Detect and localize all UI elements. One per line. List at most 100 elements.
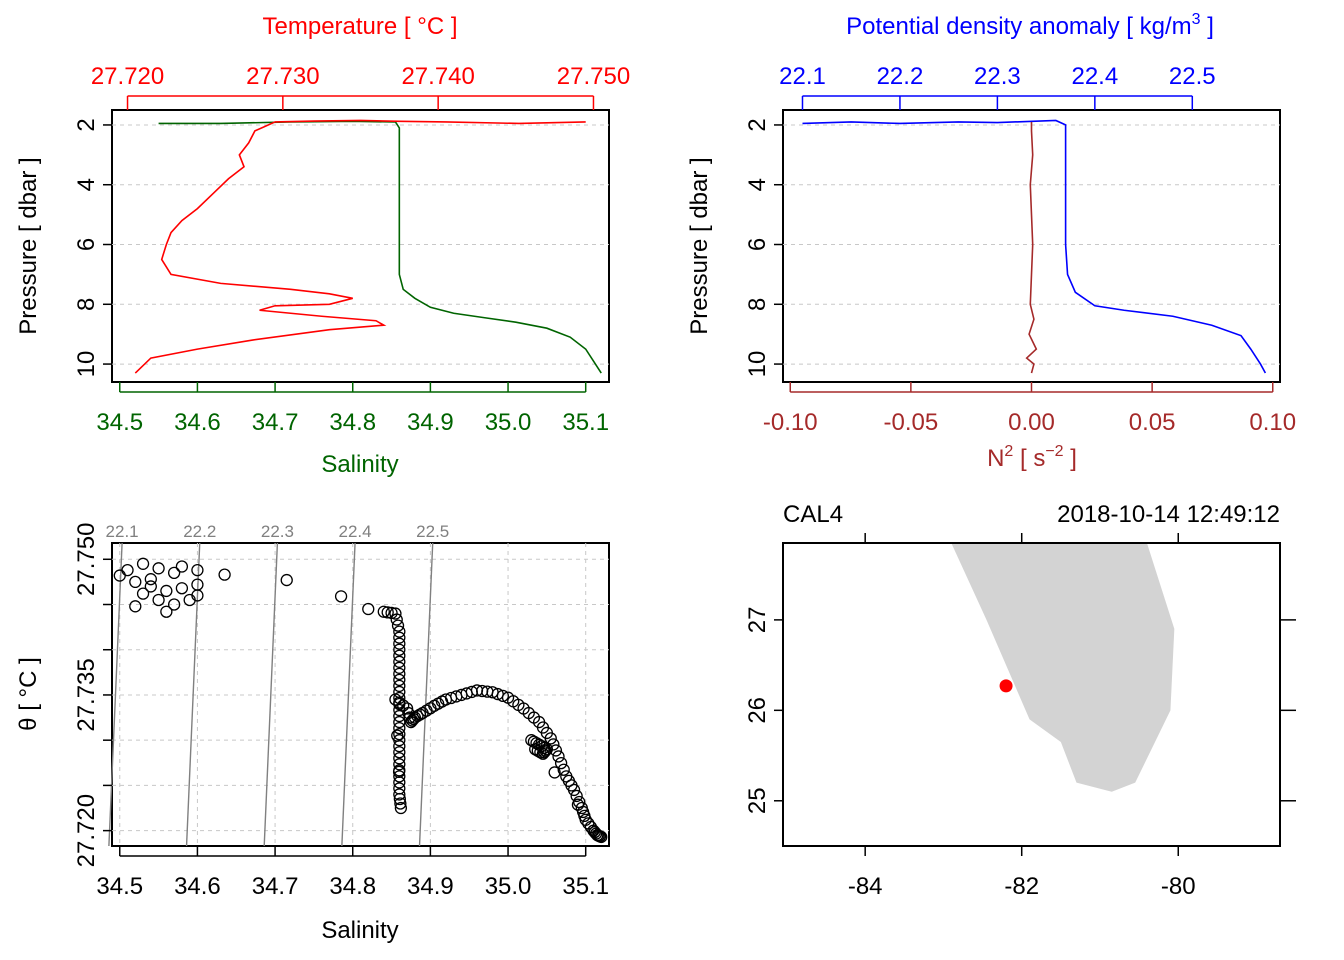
panel-ts-diagram-axes: 34.5 34.6 34.7 34.8 34.9 35.0 35.1 27.720 27.735…	[73, 523, 609, 900]
panel-profile-ts-grid	[112, 124, 609, 365]
station-datetime: 2018-10-14 12:49:12	[1057, 501, 1280, 528]
panel-ts-diagram-points	[113, 557, 608, 844]
density-tick-label: 22.5	[1169, 63, 1216, 90]
salinity-tick-label: 34.5	[96, 409, 143, 436]
ts-point	[393, 691, 406, 705]
ts-point	[218, 568, 231, 581]
theta-tick-label: 27.720	[73, 794, 100, 867]
salinity-tick-label: 35.1	[562, 409, 609, 436]
ts-point	[476, 684, 489, 698]
latitude-tick-label: 27	[744, 607, 771, 634]
density-tick-label: 22.2	[877, 63, 924, 90]
n2-axis-title: N2 [ s−2 ]	[987, 443, 1077, 472]
ts-point	[554, 756, 568, 770]
ts-point	[167, 598, 181, 611]
isopycnal-label: 22.5	[416, 522, 449, 541]
pressure-tick-label: 8	[73, 298, 100, 311]
panel-profile-density-axes: 2 4 6 8 10 22.1 22.2 22.3 22.4 22.5 -0.10 -0.05 0.00…	[744, 63, 1296, 436]
temperature-axis-title: Temperature [ °C ]	[263, 13, 458, 40]
ts-point	[393, 792, 406, 806]
ts-point	[381, 606, 394, 619]
salinity-tick-label: 34.8	[329, 409, 376, 436]
pressure-tick-label: 4	[744, 178, 771, 191]
ts-point	[175, 560, 189, 573]
ts-point	[393, 770, 406, 783]
ts-point	[527, 711, 541, 724]
panel-ts-diagram: 22.1 22.2 22.3 22.4 22.5 34.5 34.6 34.7 34.8 34.…	[15, 522, 610, 944]
density-axis-title: Potential density anomaly [ kg/m3 ]	[846, 11, 1214, 40]
ts-point	[393, 703, 406, 717]
theta-tick-label: 27.735	[73, 658, 100, 731]
ts-point	[557, 763, 570, 776]
salinity-tick-label: 34.9	[407, 409, 454, 436]
ts-point	[144, 580, 157, 593]
ts-point	[394, 797, 407, 810]
ts-point	[565, 779, 578, 792]
ts-point	[393, 746, 406, 759]
ts-point	[392, 765, 406, 778]
longitude-tick-label: -82	[1004, 873, 1039, 900]
ts-point	[394, 801, 408, 815]
pressure-tick-label: 6	[73, 238, 100, 251]
ts-point	[191, 589, 204, 602]
ts-point	[393, 727, 406, 741]
ts-point	[411, 709, 424, 723]
salinity-tick-label: 34.6	[174, 409, 221, 436]
panel-ts-diagram-grid	[112, 543, 609, 846]
pressure-tick-label: 2	[73, 118, 100, 131]
salinity-tick-label: 34.5	[96, 873, 143, 900]
ts-point	[280, 573, 293, 587]
ts-point	[491, 687, 504, 701]
ts-point	[391, 619, 405, 632]
pressure-tick-label: 4	[73, 178, 100, 191]
ts-point	[391, 729, 404, 742]
ts-point	[393, 643, 406, 656]
ts-point	[129, 575, 142, 589]
ts-point	[393, 661, 406, 674]
panel-profile-ts-frame	[111, 109, 610, 383]
pressure-axis-title-right: Pressure [ dbar ]	[686, 157, 713, 334]
panel-profile-density: 2 4 6 8 10 22.1 22.2 22.3 22.4 22.5 -0.10 -0.05 0.00…	[686, 11, 1296, 472]
n2-tick-label: 0.00	[1008, 409, 1055, 436]
salinity-tick-label: 35.1	[562, 873, 609, 900]
ts-point	[167, 566, 181, 579]
salinity-tick-label: 34.8	[329, 873, 376, 900]
pressure-tick-label: 10	[73, 351, 100, 378]
ts-point	[535, 740, 548, 753]
panel-station-map: -84 -82 -80 25 26 27 CAL4 2018-10-14 12:49:12	[744, 501, 1296, 900]
temperature-tick-label: 27.750	[557, 63, 630, 90]
ts-point	[512, 698, 525, 712]
ts-point	[552, 750, 565, 763]
ts-point	[160, 584, 173, 598]
latitude-tick-label: 26	[744, 697, 771, 724]
ts-yaxis-title: θ [ °C ]	[15, 657, 42, 731]
isopycnal-label: 22.3	[261, 522, 294, 541]
latitude-tick-label: 25	[744, 787, 771, 814]
ts-point	[589, 827, 603, 840]
isopycnal-label: 22.4	[339, 522, 372, 541]
panel-profile-ts-axes: 2 4 6 8 10 27.720 27.730 27.740 27.750 34.5 34.6 34…	[73, 63, 630, 436]
density-line	[802, 119, 1267, 374]
ts-point	[578, 809, 591, 823]
ts-point	[393, 655, 406, 668]
salinity-line	[158, 120, 602, 374]
ts-point	[582, 817, 595, 830]
panel-station-map-frame	[782, 542, 1281, 847]
panel-profile-density-frame	[782, 109, 1281, 383]
salinity-tick-label: 34.9	[407, 873, 454, 900]
ts-point	[548, 766, 561, 779]
pressure-tick-label: 10	[744, 351, 771, 378]
ts-point	[400, 702, 414, 715]
temperature-line	[134, 119, 586, 374]
theta-tick-label: 27.750	[73, 523, 100, 596]
station-name: CAL4	[783, 501, 843, 528]
coastline-land	[951, 543, 1175, 792]
ts-point	[129, 600, 142, 613]
ts-point	[362, 602, 375, 616]
salinity-tick-label: 35.0	[485, 409, 532, 436]
ts-point	[393, 673, 406, 687]
temperature-tick-label: 27.730	[246, 63, 319, 90]
ts-point	[152, 593, 165, 607]
ts-point	[393, 696, 406, 709]
pressure-tick-label: 6	[744, 238, 771, 251]
